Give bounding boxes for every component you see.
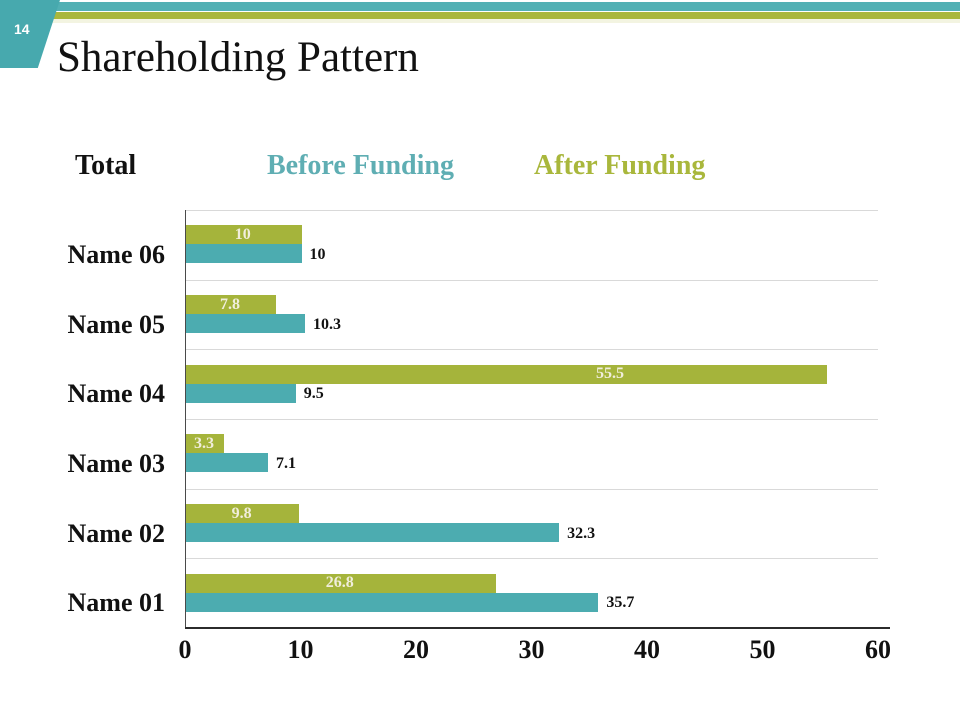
- top-stripe-olive: [50, 12, 960, 19]
- x-tick-60: 60: [865, 635, 891, 664]
- category-label-name-04: Name 04: [67, 379, 165, 409]
- bar-before-funding-name-02: [186, 523, 560, 542]
- gridline: [185, 280, 878, 281]
- bar-before-funding-name-03: [186, 453, 268, 473]
- y-axis-line: [185, 210, 186, 628]
- category-label-name-05: Name 05: [67, 309, 165, 339]
- bar-before-funding-name-01: [186, 592, 599, 612]
- value-label-after-funding-name-05: 7.8: [220, 295, 241, 313]
- category-label-name-03: Name 03: [67, 448, 165, 478]
- slide-number: 14: [14, 21, 30, 37]
- value-label-before-funding-name-01: 35.7: [606, 594, 635, 612]
- gridline: [185, 489, 878, 490]
- category-label-name-02: Name 02: [67, 518, 165, 548]
- value-label-before-funding-name-06: 10: [309, 245, 326, 263]
- value-label-after-funding-name-03: 3.3: [194, 434, 215, 452]
- x-tick-0: 0: [178, 635, 192, 664]
- x-tick-20: 20: [403, 635, 429, 664]
- bar-after-funding-name-05: [186, 295, 277, 314]
- legend-item-before-funding: Before Funding: [267, 150, 454, 181]
- bar-after-funding-name-03: [186, 434, 225, 454]
- x-tick-40: 40: [634, 635, 660, 664]
- value-label-before-funding-name-04: 9.5: [303, 385, 324, 403]
- value-label-after-funding-name-04: 55.5: [596, 365, 624, 383]
- gridline: [185, 210, 878, 211]
- gridline: [185, 558, 878, 559]
- bar-after-funding-name-01: [186, 573, 496, 593]
- bar-after-funding-name-02: [186, 504, 300, 523]
- legend-item-after-funding: After Funding: [534, 150, 706, 181]
- value-label-before-funding-name-03: 7.1: [276, 454, 296, 472]
- x-tick-10: 10: [287, 635, 314, 664]
- value-label-after-funding-name-02: 9.8: [231, 504, 252, 522]
- gridline: [185, 349, 878, 350]
- bar-after-funding-name-06: [186, 225, 302, 245]
- bar-before-funding-name-05: [186, 314, 305, 333]
- bar-before-funding-name-04: [186, 383, 296, 403]
- value-label-after-funding-name-06: 10: [234, 225, 251, 243]
- legend-item-total: Total: [75, 150, 137, 181]
- category-label-name-01: Name 01: [67, 588, 165, 618]
- top-stripe-teal: [50, 2, 960, 11]
- x-tick-30: 30: [518, 635, 545, 664]
- x-axis-line: [185, 627, 890, 629]
- x-tick-50: 50: [749, 635, 776, 664]
- value-label-before-funding-name-02: 32.3: [567, 524, 596, 542]
- page-title: Shareholding Pattern: [57, 34, 419, 81]
- top-stripe-pale: [50, 19, 960, 23]
- category-label-name-06: Name 06: [67, 239, 165, 269]
- bar-before-funding-name-06: [186, 244, 302, 264]
- value-label-before-funding-name-05: 10.3: [312, 315, 341, 333]
- value-label-after-funding-name-01: 26.8: [325, 574, 354, 592]
- gridline: [185, 419, 878, 420]
- bar-after-funding-name-04: [186, 364, 828, 384]
